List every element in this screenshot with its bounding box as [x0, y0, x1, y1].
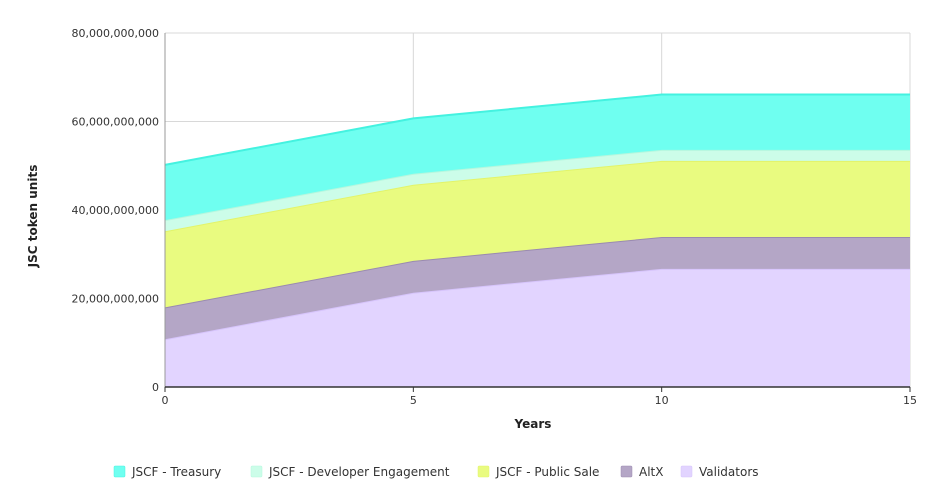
area-altx[interactable] — [165, 236, 910, 340]
x-axis-ticks: 0 5 10 15 — [162, 387, 917, 407]
y-tick-label: 0 — [152, 381, 159, 394]
legend-label: JSCF - Developer Engagement — [268, 465, 450, 479]
legend-item-jscf-public-sale[interactable]: JSCF - Public Sale — [477, 465, 599, 479]
y-axis-ticks: 0 20,000,000,000 40,000,000,000 60,000,000,… — [72, 27, 159, 394]
legend-swatch — [620, 465, 633, 478]
legend-label: JSCF - Treasury — [131, 465, 221, 479]
legend-swatch — [250, 465, 263, 478]
x-axis-title: Years — [514, 417, 552, 431]
area-jscf-treasury[interactable] — [165, 94, 910, 221]
y-tick-label: 80,000,000,000 — [72, 27, 159, 40]
legend-label: JSCF - Public Sale — [495, 465, 599, 479]
legend-label: AltX — [639, 465, 663, 479]
legend-item-validators[interactable]: Validators — [680, 465, 759, 479]
legend-swatch — [680, 465, 693, 478]
legend-swatch — [477, 465, 490, 478]
area-validators[interactable] — [165, 268, 910, 387]
legend-item-jscf-treasury[interactable]: JSCF - Treasury — [113, 465, 221, 479]
plot-frame — [164, 33, 910, 388]
legend-label: Validators — [699, 465, 759, 479]
x-tick-label: 15 — [903, 394, 917, 407]
y-tick-label: 20,000,000,000 — [72, 293, 159, 306]
legend-item-altx[interactable]: AltX — [620, 465, 663, 479]
legend-item-jscf-developer-engagement[interactable]: JSCF - Developer Engagement — [250, 465, 450, 479]
area-jscf-public-sale[interactable] — [165, 160, 910, 308]
y-tick-label: 40,000,000,000 — [72, 204, 159, 217]
x-tick-label: 0 — [162, 394, 169, 407]
area-jscf-developer-engagement[interactable] — [165, 149, 910, 232]
legend: JSCF - Treasury JSCF - Developer Engageme… — [113, 465, 759, 479]
x-tick-label: 10 — [655, 394, 669, 407]
y-tick-label: 60,000,000,000 — [72, 116, 159, 129]
legend-swatch — [113, 465, 126, 478]
x-tick-label: 5 — [410, 394, 417, 407]
y-axis-title: JSC token units — [26, 165, 40, 269]
plot-areas — [164, 93, 910, 387]
area-line-jscf-treasury — [164, 93, 910, 166]
